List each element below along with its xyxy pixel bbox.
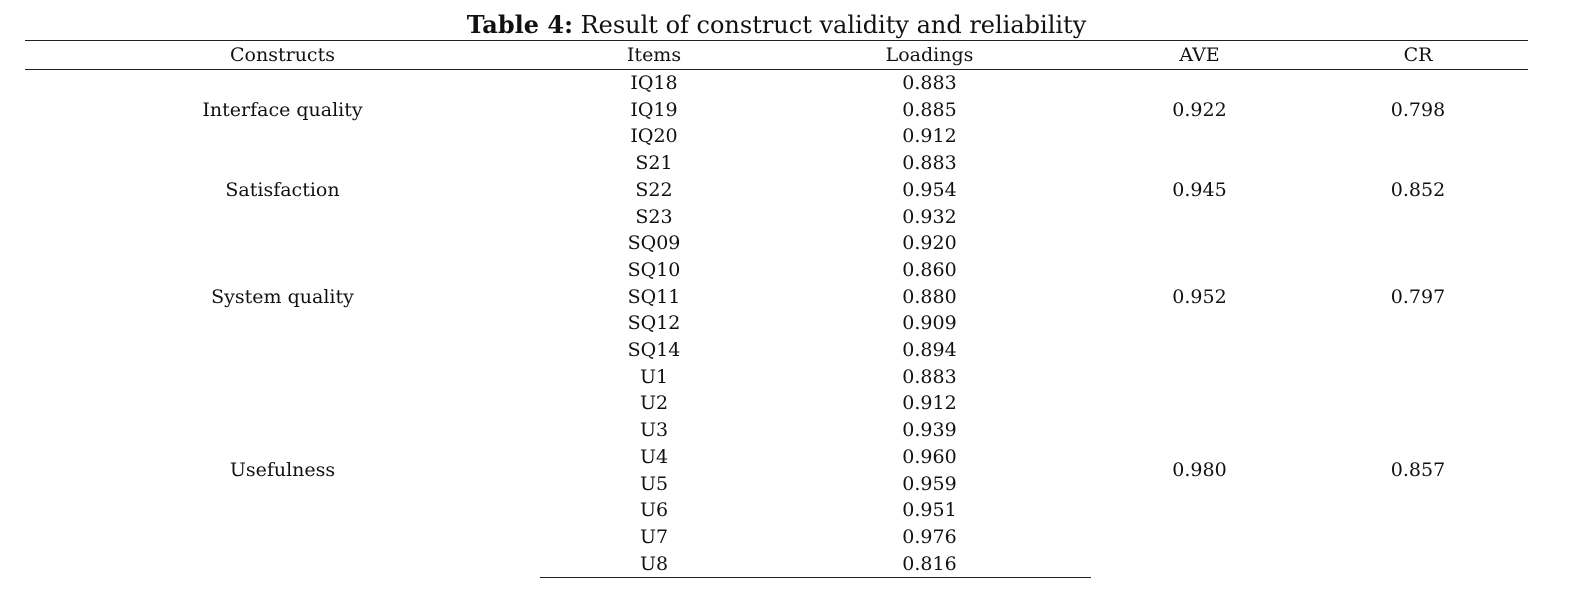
table-row: Usefulness U1 0.883 0.980 0.857 (25, 364, 1528, 482)
table-row: S23 0.932 (25, 204, 1528, 231)
item-cell: U8 (540, 550, 768, 579)
table-row: SQ14 0.894 (25, 337, 1528, 364)
table-header: Constructs Items Loadings AVE CR (25, 40, 1528, 70)
item-cell: U6 (639, 499, 669, 522)
loading-cell: 0.816 (768, 550, 1091, 579)
item-cell: IQ20 (630, 125, 678, 148)
item-cell: IQ19 (630, 98, 678, 121)
item-cell: SQ11 (627, 285, 681, 308)
loading-cell: 0.860 (902, 258, 957, 281)
table-row: Interface quality IQ18 0.883 0.922 0.798 (25, 70, 1528, 121)
item-cell: SQ09 (627, 232, 681, 255)
item-cell: U7 (639, 525, 669, 548)
table-row: U3 0.939 (25, 417, 1528, 444)
header-loadings: Loadings (768, 40, 1091, 70)
table-row: SQ12 0.909 (25, 310, 1528, 337)
table-row: Satisfaction S21 0.883 0.945 0.852 (25, 150, 1528, 201)
table-caption-label: Table 4: (466, 10, 573, 39)
header-items: Items (540, 40, 768, 70)
loading-cell: 0.939 (902, 419, 957, 442)
item-cell: U2 (639, 392, 669, 415)
loading-cell: 0.959 (902, 472, 957, 495)
item-cell: S21 (635, 152, 673, 175)
loading-cell: 0.883 (902, 365, 957, 388)
item-cell: U5 (639, 472, 669, 495)
table-row: U2 0.912 (25, 390, 1528, 417)
table-container: Constructs Items Loadings AVE CR Interfa… (25, 40, 1528, 579)
item-cell: U4 (639, 445, 669, 468)
loading-cell: 0.883 (902, 72, 957, 94)
header-ave: AVE (1091, 40, 1308, 70)
table-row: U5 0.959 (25, 471, 1528, 498)
table-caption-text: Result of construct validity and reliabi… (572, 11, 1087, 39)
item-cell: SQ12 (627, 312, 681, 335)
item-cell: IQ18 (630, 72, 678, 94)
table-row: U8 0.816 (25, 550, 1528, 579)
loading-cell: 0.909 (902, 312, 957, 335)
loading-cell: 0.912 (902, 125, 957, 148)
loading-cell: 0.932 (902, 205, 957, 228)
item-cell: U3 (639, 419, 669, 442)
validity-reliability-table: Constructs Items Loadings AVE CR Interfa… (25, 40, 1528, 579)
loading-cell: 0.894 (902, 339, 957, 362)
table-row: IQ20 0.912 (25, 123, 1528, 150)
table-row: U4 0.960 (25, 444, 1528, 471)
loading-cell: 0.883 (902, 152, 957, 175)
table-row: S22 0.954 (25, 177, 1528, 204)
table-row: System quality SQ09 0.920 0.952 0.797 (25, 230, 1528, 307)
header-constructs: Constructs (25, 40, 540, 70)
construct-cell: Usefulness (229, 459, 336, 482)
ave-cell: 0.922 (1172, 98, 1227, 121)
table-body: Interface quality IQ18 0.883 0.922 0.798 IQ19… (25, 70, 1528, 579)
cr-cell: 0.798 (1390, 98, 1446, 121)
item-cell: SQ14 (627, 339, 681, 362)
construct-cell: Satisfaction (225, 178, 340, 201)
construct-cell: Interface quality (202, 98, 363, 121)
cr-cell: 0.852 (1390, 178, 1446, 201)
table-caption: Table 4: Result of construct validity an… (0, 10, 1553, 40)
table-row: SQ10 0.860 (25, 257, 1528, 284)
loading-cell: 0.954 (902, 178, 957, 201)
cr-cell: 0.797 (1390, 285, 1446, 308)
loading-cell: 0.880 (902, 285, 957, 308)
loading-cell: 0.960 (902, 445, 957, 468)
item-cell: SQ10 (627, 258, 681, 281)
table-row: IQ19 0.885 (25, 97, 1528, 124)
loading-cell: 0.912 (902, 392, 957, 415)
item-cell: S23 (635, 205, 673, 228)
item-cell: S22 (635, 178, 673, 201)
table-row: U6 0.951 (25, 497, 1528, 524)
table-row: SQ11 0.880 (25, 284, 1528, 311)
ave-cell: 0.952 (1172, 285, 1227, 308)
header-row: Constructs Items Loadings AVE CR (25, 40, 1528, 70)
item-cell: U1 (639, 365, 669, 388)
cr-cell: 0.857 (1390, 459, 1446, 482)
loading-cell: 0.951 (902, 499, 957, 522)
table-row: U7 0.976 (25, 524, 1528, 551)
loading-cell: 0.920 (902, 232, 957, 255)
loading-cell: 0.885 (902, 98, 957, 121)
ave-cell: 0.980 (1172, 459, 1227, 482)
loading-cell: 0.976 (902, 525, 957, 548)
construct-cell: System quality (211, 285, 354, 308)
header-cr: CR (1308, 40, 1528, 70)
ave-cell: 0.945 (1172, 178, 1227, 201)
